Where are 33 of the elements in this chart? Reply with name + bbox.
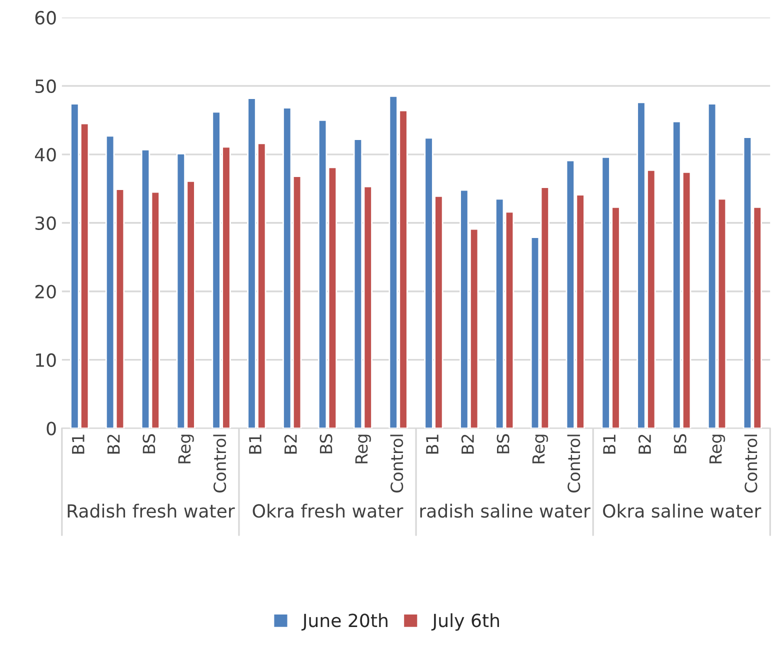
text: Okra fresh water: [252, 504, 404, 518]
x-tick-label: Control: [390, 434, 404, 492]
x-tick-label: Reg: [355, 434, 371, 464]
legend-label: July 6th: [431, 613, 499, 631]
legend-label: June 20th: [301, 613, 388, 631]
y-tick-label: 30: [35, 216, 56, 230]
x-tick-label: B2: [284, 434, 297, 454]
text: Radish fresh water: [68, 504, 235, 518]
x-tick-label: BS: [496, 434, 510, 454]
y-tick-label: 10: [36, 353, 56, 367]
x-tick-label: BS: [142, 434, 156, 454]
x-tick-label: BS: [674, 434, 686, 454]
x-tick-label: B2: [638, 434, 651, 454]
x-tick-label: B1: [603, 434, 616, 454]
x-tick-label: B1: [426, 434, 438, 454]
y-tick-label: 60: [35, 10, 56, 25]
y-tick-label: 0: [46, 422, 56, 436]
text: radish saline water: [420, 504, 590, 518]
x-tick-label: Control: [567, 434, 580, 492]
x-tick-label: Reg: [178, 434, 194, 464]
x-tick-label: B1: [249, 434, 262, 454]
x-tick-label: Reg: [532, 434, 548, 464]
x-tick-label: Control: [744, 434, 758, 492]
y-tick-label: 50: [35, 79, 56, 94]
x-tick-label: B2: [107, 434, 120, 454]
x-tick-label: BS: [320, 434, 332, 454]
text: Okra saline water: [603, 504, 762, 518]
x-tick-label: B1: [72, 434, 84, 454]
y-tick-label: 20: [35, 284, 56, 298]
x-tick-label: Control: [213, 434, 226, 492]
x-tick-label: Reg: [709, 434, 726, 464]
y-tick-label: 40: [34, 148, 56, 162]
x-tick-label: B2: [461, 434, 474, 454]
